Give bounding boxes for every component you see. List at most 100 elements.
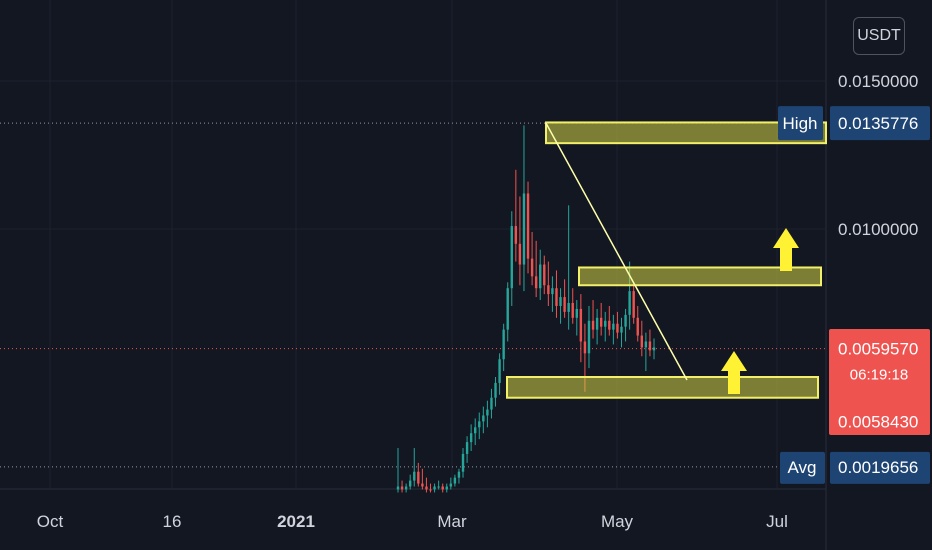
candle-body [445,486,448,490]
candle-body [547,285,550,295]
candle-body [404,486,408,490]
avg-value-badge [830,451,930,484]
candle-body [490,397,493,410]
drawings [545,122,799,394]
avg-value: 0.0019656 [838,458,918,477]
price-tick-label: 0.0100000 [838,220,918,239]
candle-body [583,341,587,354]
candle-body [624,314,627,327]
candle-body [486,409,489,416]
bar-countdown: 06:19:18 [850,367,908,384]
candle-body [421,483,424,487]
candle-body [433,486,436,490]
candle-body [591,320,595,330]
grid-lines [0,0,827,550]
avg-label-badge [780,451,825,484]
up-arrow-icon [721,351,747,394]
time-tick-label: Oct [37,512,64,531]
high-label: High [783,114,818,133]
candle-body [437,486,440,488]
candle-body [506,288,509,330]
price-badges: High 0.0135776 0.0059570 06:19:18 0.0058430 A… [778,106,930,484]
low-level-value: 0.0058430 [838,413,918,432]
price-axis[interactable]: 0.0150000 0.0100000 [838,72,918,239]
candle-body [413,471,416,481]
candle-body [575,308,578,318]
candle-body [559,297,562,306]
candle-body [417,471,420,484]
candle-body [539,264,542,289]
candle-body [408,480,412,487]
reference-lines [0,122,826,468]
price-tick-label: 0.0150000 [838,72,918,91]
candle-body [555,288,558,306]
candle-body [449,483,453,487]
candle-body [628,291,631,315]
candle-body [441,486,444,490]
candle-body [632,291,635,318]
time-tick-label: Jul [766,512,788,531]
candle-body [599,317,603,327]
avg-label: Avg [788,458,817,477]
candle-body [400,486,404,490]
bottom-zone [506,376,819,399]
candle-body [644,341,648,348]
top-zone [545,121,827,145]
candle-body [571,303,574,318]
candle-body [567,303,570,312]
candle-body [640,335,644,348]
current-price-value: 0.0059570 [838,340,918,359]
middle-zone [578,266,822,287]
candle-body [543,264,546,286]
candle-body [514,226,518,244]
candle-body [502,329,505,360]
high-value: 0.0135776 [838,114,918,133]
current-price-badge [829,329,930,435]
candle-body [563,297,566,312]
candle-body [522,193,526,265]
candle-body [461,453,465,472]
candle-body [494,382,497,398]
high-label-badge [778,106,823,141]
candle-body [604,320,607,327]
candle-body [636,317,639,336]
candle-body [526,193,530,259]
candle-body [478,421,481,428]
trendline [545,122,688,381]
time-tick-label: Mar [437,512,467,531]
candle-body [579,308,583,342]
time-tick-label: 16 [163,512,182,531]
candle-body [595,317,599,330]
up-arrow-icon [773,228,799,271]
candle-body [425,486,428,490]
candle-body [612,323,615,330]
time-axis[interactable]: Oct 16 2021 Mar May Jul [37,512,788,531]
candle-body [457,471,461,478]
candle-body [474,427,477,434]
candle-body [608,320,611,330]
high-value-badge [830,106,930,141]
candle-body [652,347,656,351]
candle-body [518,243,522,265]
candle-body [620,326,623,333]
candle-body [396,486,400,490]
candle-body [616,323,619,333]
candle-body [469,433,473,443]
candle-body [498,359,501,383]
candle-body [453,477,457,484]
time-tick-label: 2021 [277,512,315,531]
time-tick-label: May [601,512,634,531]
candle-body [587,320,591,354]
candles [396,125,656,493]
candle-body [551,288,554,295]
candle-body [530,258,534,277]
candle-body [534,276,538,289]
candle-body [429,489,432,491]
candle-body [510,226,513,289]
candle-body [482,415,485,422]
currency-button[interactable]: USDT [853,17,905,55]
candle-body [648,341,652,351]
support-resistance-zones [506,121,827,399]
candle-body [465,442,469,454]
